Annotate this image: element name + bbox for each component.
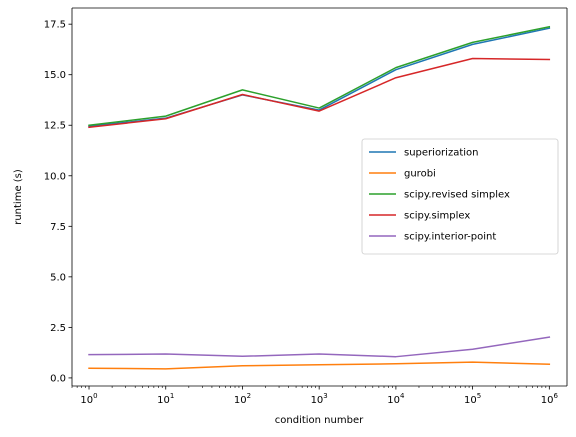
series-line-4 [88,336,551,358]
legend-label-2: scipy.revised simplex [404,190,510,201]
x-tick-label: 105 [464,392,481,406]
y-tick-label: 17.5 [44,20,66,31]
legend-label-1: gurobi [404,169,436,180]
legend-label-0: superiorization [404,148,478,159]
series-line-2 [88,25,551,127]
x-tick-label: 106 [541,392,559,406]
legend-label-3: scipy.simplex [404,211,470,222]
legend-label-4: scipy.interior-point [404,232,496,243]
y-tick-label: 2.5 [50,323,66,334]
series-line-1 [88,361,551,370]
y-tick-label: 15.0 [44,70,66,81]
y-tick-label: 0.0 [50,373,66,384]
y-tick-label: 7.5 [50,222,66,233]
legend-box [361,138,559,255]
series-layer [88,25,551,370]
x-axis-label: condition number [275,415,364,426]
legend: superiorization gurobi scipy.revised simpl… [361,138,559,255]
x-tick-label: 104 [387,392,405,406]
x-ticks: 100 101 102 103 104 105 106 [71,386,559,406]
y-ticks: 0.0 2.5 5.0 7.5 10.0 12.5 15.0 17.5 [44,20,72,384]
x-tick-label: 102 [234,392,251,406]
series-line-3 [88,57,551,129]
y-tick-label: 12.5 [44,121,66,132]
x-tick-label: 101 [157,392,174,406]
x-tick-label: 100 [80,392,97,406]
y-axis-label: runtime (s) [13,169,24,225]
y-tick-label: 10.0 [44,171,66,182]
y-tick-label: 5.0 [50,272,66,283]
x-tick-label: 103 [311,392,328,406]
